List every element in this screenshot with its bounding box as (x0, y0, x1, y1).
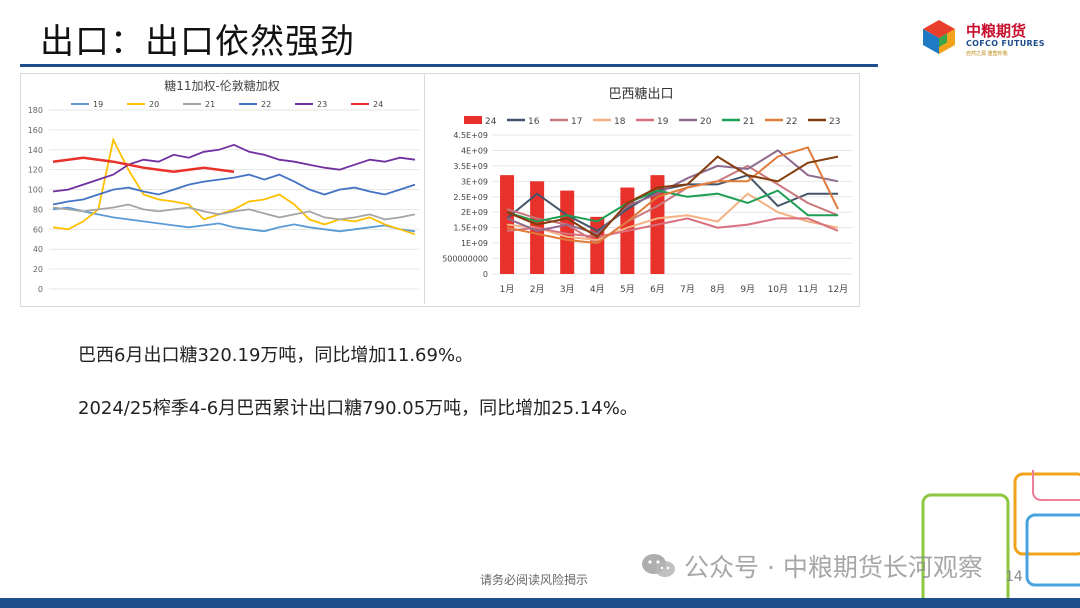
logo-text-en: COFCO FUTURES (966, 39, 1045, 48)
legend-label: 23 (317, 100, 327, 109)
risk-disclaimer: 请务必阅读风险揭示 (480, 573, 589, 587)
y-tick-label: 0 (38, 285, 43, 294)
series-line-22 (506, 146, 839, 245)
cofco-logo-icon (923, 20, 955, 54)
legend-swatch (464, 116, 482, 124)
series-line-19 (506, 217, 839, 238)
title-divider (20, 64, 878, 67)
y-tick-label: 500000000 (442, 255, 488, 264)
y-tick-label: 120 (28, 166, 43, 175)
bar-24-3月 (560, 190, 575, 274)
series-line-22 (52, 173, 416, 206)
y-tick-label: 4E+09 (461, 146, 488, 155)
y-tick-label: 160 (28, 126, 43, 135)
footer-bar (0, 598, 1080, 608)
legend-label: 18 (614, 117, 626, 127)
logo-tagline: 自然之源 重塑你我 (966, 51, 1008, 57)
series-line-21 (506, 189, 838, 223)
watermark-text: 公众号 · 中粮期货长河观察 (684, 553, 983, 582)
y-tick-label: 4.5E+09 (453, 131, 488, 140)
sugar-weighted-line-chart: 糖11加权-伦敦糖加权 0 20 40 60 80 100 120 140 160 180 19 20 2… (28, 78, 419, 294)
x-tick-label: 3月 (560, 284, 575, 295)
cofco-logo: 中粮期货 COFCO FUTURES 自然之源 重塑你我 (920, 16, 1060, 60)
legend-label: 21 (205, 100, 215, 109)
legend-label: 23 (829, 117, 840, 127)
legend-label: 20 (700, 117, 712, 127)
brazil-export-chart: 巴西糖出口 0 500000000 1E+09 1.5E+09 2E+09 2.5E+09 3… (442, 86, 853, 295)
x-tick-label: 6月 (650, 284, 665, 295)
legend-label: 21 (743, 117, 754, 127)
x-tick-label: 1月 (500, 284, 515, 295)
chart-divider (424, 74, 425, 304)
y-tick-label: 1.5E+09 (453, 224, 488, 233)
y-tick-label: 3E+09 (461, 177, 488, 186)
x-tick-label: 2月 (530, 284, 545, 295)
x-tick-label: 7月 (680, 284, 695, 295)
decorative-frames (921, 470, 1080, 598)
export-june-text: 巴西6月出口糖320.19万吨，同比增加11.69%。 (78, 345, 474, 366)
series-line-24 (52, 156, 235, 173)
legend-label: 24 (373, 100, 383, 109)
legend-label: 20 (149, 100, 159, 109)
series-line-18 (506, 192, 839, 242)
x-tick-label: 9月 (740, 284, 755, 295)
x-tick-label: 12月 (828, 284, 848, 295)
y-tick-label: 60 (33, 225, 43, 234)
legend-label: 22 (786, 117, 797, 127)
legend-label: 17 (571, 117, 582, 127)
legend-label: 19 (93, 100, 103, 109)
x-tick-label: 10月 (768, 284, 788, 295)
series-line-23 (506, 155, 839, 239)
legend-label: 22 (261, 100, 271, 109)
x-tick-label: 4月 (590, 284, 605, 295)
x-tick-label: 8月 (710, 284, 725, 295)
x-tick-label: 5月 (620, 284, 635, 295)
legend-label: 24 (485, 117, 497, 127)
y-tick-label: 0 (483, 270, 488, 279)
legend-label: 19 (657, 117, 669, 127)
series-line-20 (52, 137, 416, 236)
y-tick-label: 20 (33, 265, 43, 274)
series-line-19 (52, 206, 416, 233)
y-tick-label: 80 (33, 205, 43, 214)
bar-24-4月 (590, 216, 605, 274)
y-tick-label: 40 (33, 245, 43, 254)
x-tick-label: 11月 (798, 284, 818, 295)
series-line-23 (52, 143, 416, 193)
y-tick-label: 100 (28, 186, 43, 195)
y-tick-label: 1E+09 (461, 239, 488, 248)
page-title: 出口：出口依然强劲 (40, 22, 355, 62)
chart-title: 巴西糖出口 (608, 86, 673, 102)
wechat-icon (642, 554, 675, 577)
export-cumulative-text: 2024/25榨季4-6月巴西累计出口糖790.05万吨，同比增加25.14%。 (78, 398, 638, 419)
page-number: 14 (1005, 569, 1023, 585)
chart-title: 糖11加权-伦敦糖加权 (164, 78, 280, 93)
y-tick-label: 3.5E+09 (453, 162, 488, 171)
series-line-16 (506, 174, 838, 232)
series-line-21 (52, 203, 416, 221)
logo-text-cn: 中粮期货 (966, 22, 1027, 40)
y-tick-label: 2E+09 (461, 208, 488, 217)
y-tick-label: 140 (28, 146, 43, 155)
y-tick-label: 180 (28, 106, 43, 115)
series-line-17 (506, 164, 839, 245)
legend-label: 16 (528, 117, 540, 127)
y-tick-label: 2.5E+09 (453, 193, 488, 202)
